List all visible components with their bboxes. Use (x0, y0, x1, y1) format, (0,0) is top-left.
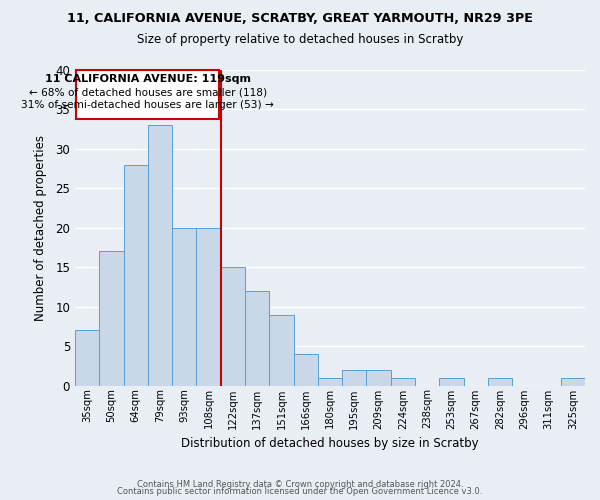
Bar (196, 228, 221, 386)
Bar (561, 378, 585, 386)
Bar (367, 370, 391, 386)
Text: Contains HM Land Registry data © Crown copyright and database right 2024.: Contains HM Land Registry data © Crown c… (137, 480, 463, 489)
Bar (245, 291, 269, 386)
Bar (318, 378, 342, 386)
Text: Size of property relative to detached houses in Scratby: Size of property relative to detached ho… (137, 32, 463, 46)
Bar (269, 314, 293, 386)
Bar (172, 228, 196, 386)
Bar (221, 267, 245, 386)
Bar (99, 252, 124, 386)
Text: 31% of semi-detached houses are larger (53) →: 31% of semi-detached houses are larger (… (22, 100, 274, 110)
Bar (293, 354, 318, 386)
Bar (488, 378, 512, 386)
Text: 11, CALIFORNIA AVENUE, SCRATBY, GREAT YARMOUTH, NR29 3PE: 11, CALIFORNIA AVENUE, SCRATBY, GREAT YA… (67, 12, 533, 26)
Text: 11 CALIFORNIA AVENUE: 119sqm: 11 CALIFORNIA AVENUE: 119sqm (45, 74, 251, 85)
Bar (75, 330, 99, 386)
FancyBboxPatch shape (76, 70, 220, 119)
Text: ← 68% of detached houses are smaller (118): ← 68% of detached houses are smaller (11… (29, 87, 267, 97)
Y-axis label: Number of detached properties: Number of detached properties (34, 135, 47, 321)
Bar (148, 125, 172, 386)
Bar (439, 378, 464, 386)
Bar (391, 378, 415, 386)
X-axis label: Distribution of detached houses by size in Scratby: Distribution of detached houses by size … (181, 437, 479, 450)
Text: Contains public sector information licensed under the Open Government Licence v3: Contains public sector information licen… (118, 487, 482, 496)
Bar (342, 370, 367, 386)
Bar (124, 164, 148, 386)
